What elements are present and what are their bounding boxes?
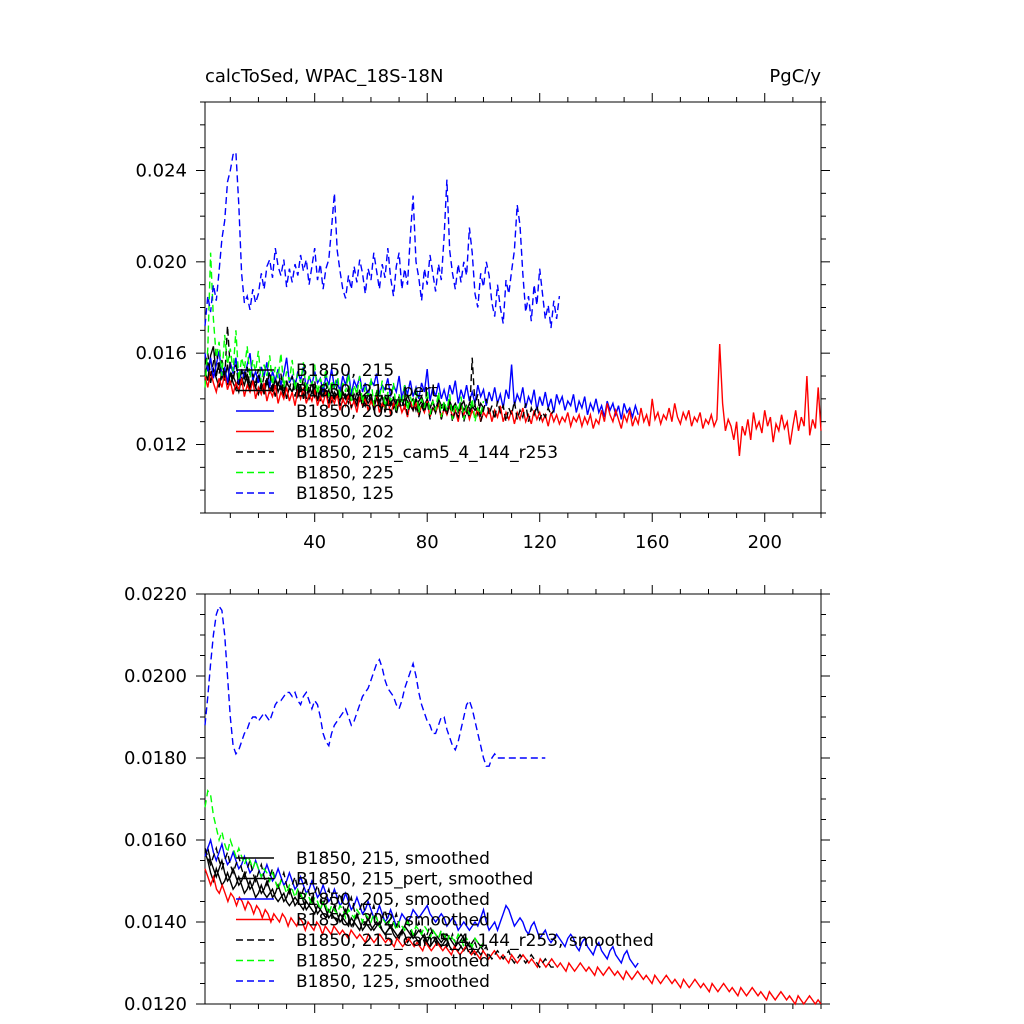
x-tick-label: 200 (748, 532, 782, 553)
y-tick-label: 0.0140 (124, 912, 187, 933)
y-tick-label: 0.016 (135, 343, 187, 364)
top-plot: 40 80 120 160 200 0.012 0.016 0.020 0.024 B1850, … (135, 93, 830, 553)
y-tick-label: 0.0200 (124, 666, 187, 687)
legend-label: B1850, 225 (296, 464, 394, 484)
legend-label: B1850, 125 (296, 484, 394, 504)
legend-label: B1850, 205, smoothed (296, 890, 490, 910)
series-line (204, 852, 484, 949)
series-line (204, 837, 639, 969)
legend-label: B1850, 215_pert, smoothed (296, 870, 533, 890)
chart-units: PgC/y (769, 66, 821, 87)
series-line (204, 868, 822, 1006)
series-line (204, 604, 546, 767)
bottom-plot: 0.0120 0.0140 0.0160 0.0180 0.0200 0.0220 B185… (124, 584, 830, 1015)
chart-title: calcToSed, WPAC_18S-18N (205, 66, 443, 87)
legend-label: B1850, 225, smoothed (296, 952, 490, 972)
x-tick-label: 40 (303, 532, 326, 553)
x-tick-label: 120 (523, 532, 557, 553)
legend-label: B1850, 215, smoothed (296, 849, 490, 869)
legend-label: B1850, 215 (296, 361, 394, 381)
legend-label: B1850, 202 (296, 423, 394, 443)
legend-label: B1850, 215_pert (296, 382, 438, 402)
x-tick-label: 80 (416, 532, 439, 553)
y-tick-label: 0.0160 (124, 830, 187, 851)
y-tick-label: 0.0180 (124, 748, 187, 769)
legend-label: B1850, 215_cam5_4_144_r253 (296, 443, 558, 463)
y-tick-label: 0.024 (135, 161, 187, 182)
legend-label: B1850, 202, smoothed (296, 911, 490, 931)
series-line (204, 788, 485, 949)
legend-label: B1850, 215_cam5_4_144_r253, smoothed (296, 931, 654, 951)
legend-label: B1850, 125, smoothed (296, 972, 490, 992)
y-tick-label: 0.020 (135, 252, 187, 273)
series-line (204, 343, 822, 456)
x-tick-label: 160 (635, 532, 669, 553)
series-line (204, 325, 555, 422)
y-tick-label: 0.012 (135, 435, 187, 456)
y-tick-label: 0.0120 (124, 994, 187, 1015)
series-line (204, 252, 485, 422)
y-tick-label: 0.0220 (124, 584, 187, 605)
legend-label: B1850, 205 (296, 402, 394, 422)
series-line (204, 150, 561, 329)
